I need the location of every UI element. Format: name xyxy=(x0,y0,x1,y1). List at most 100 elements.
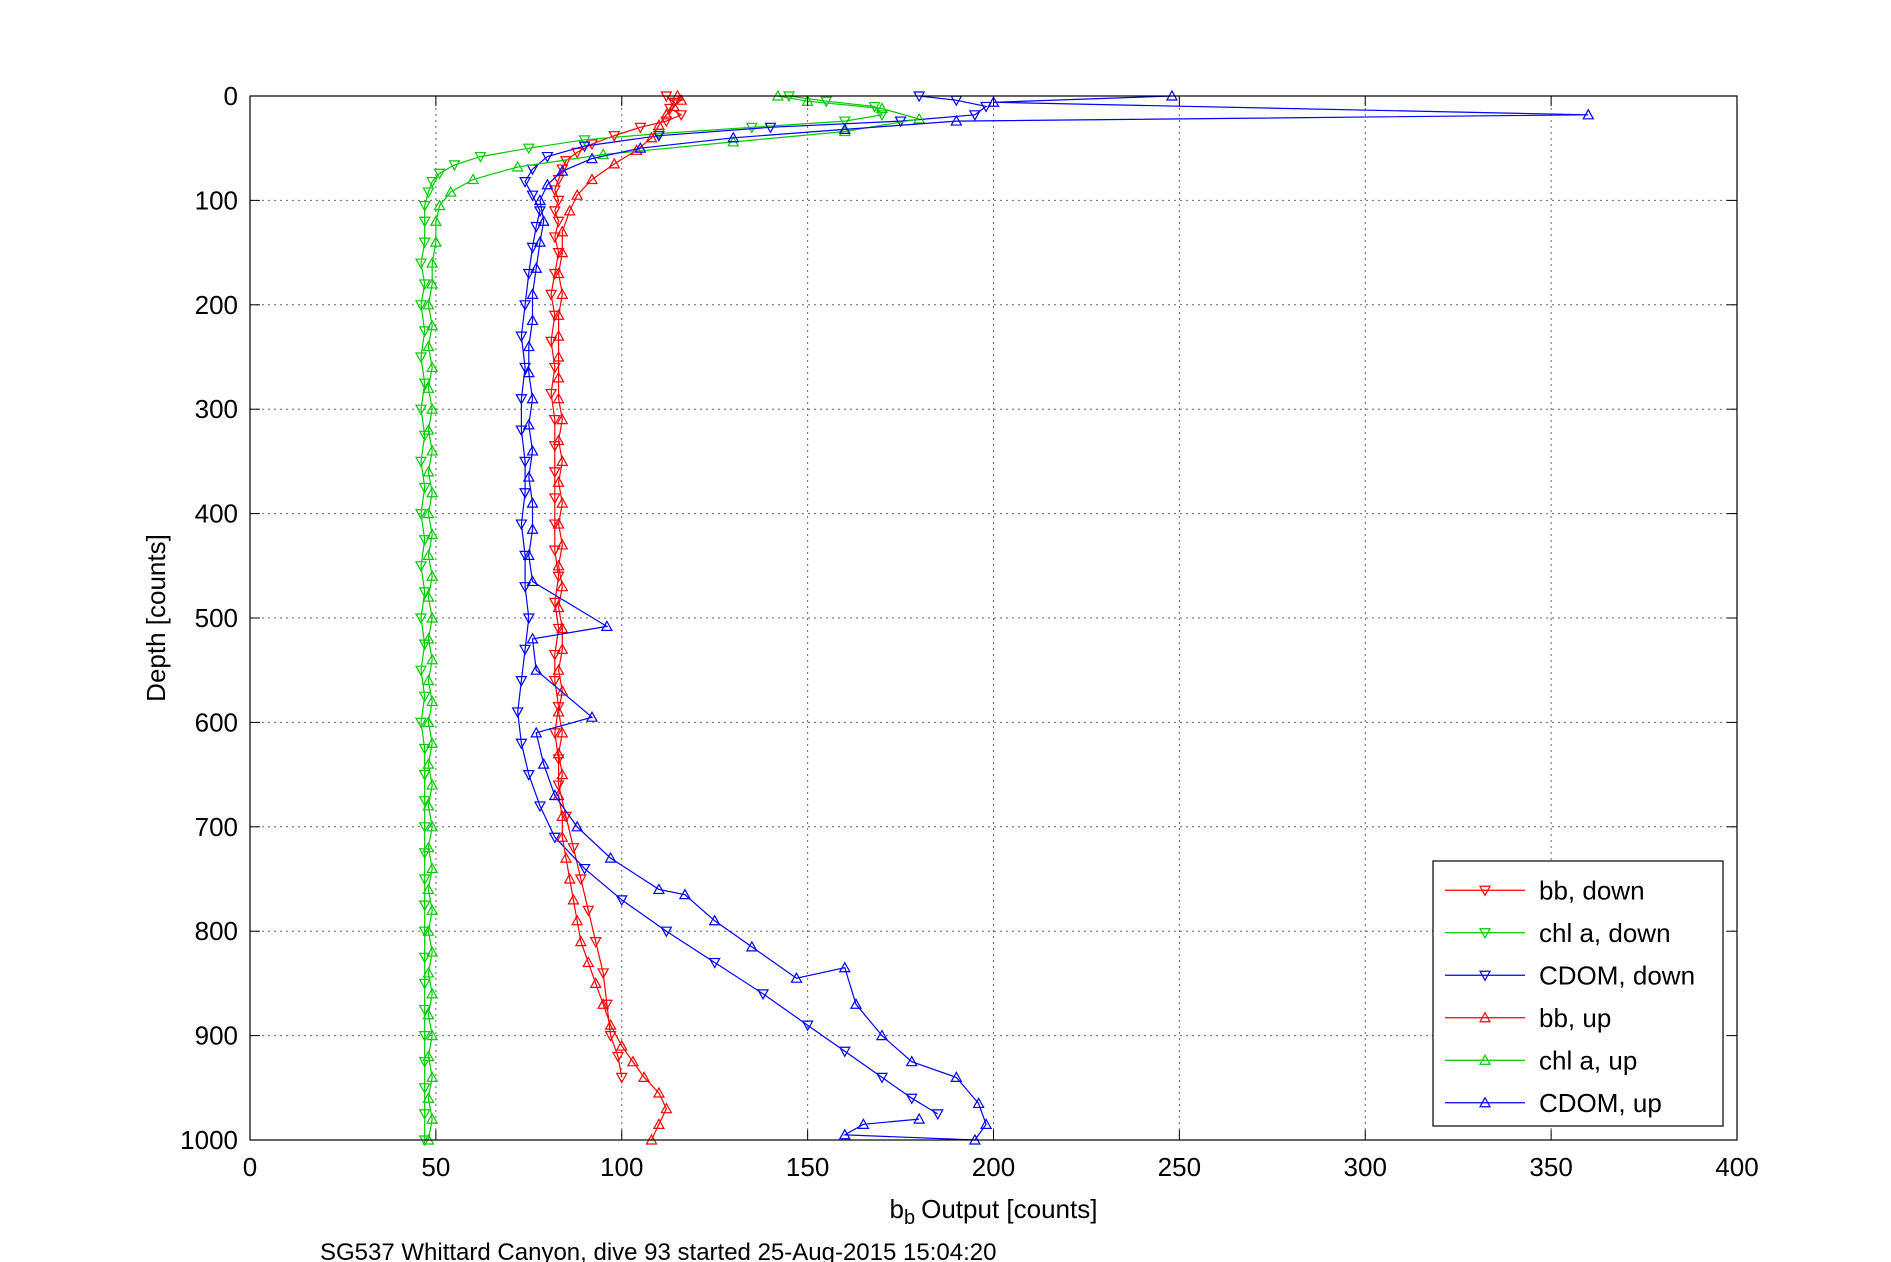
data-point xyxy=(660,926,673,938)
legend-item: bb, down xyxy=(1445,875,1645,905)
data-point xyxy=(905,1055,918,1067)
data-point xyxy=(522,549,535,560)
x-tick-label: 0 xyxy=(243,1152,257,1182)
data-point xyxy=(548,415,561,426)
data-point xyxy=(556,810,569,821)
data-point xyxy=(426,402,439,414)
data-point xyxy=(522,769,535,781)
data-point xyxy=(652,883,665,895)
data-point xyxy=(414,404,428,416)
data-point xyxy=(530,663,543,675)
legend-label: chl a, down xyxy=(1539,918,1671,948)
data-point xyxy=(426,570,439,581)
data-point xyxy=(552,350,565,362)
data-point xyxy=(968,110,981,122)
data-point xyxy=(422,187,435,199)
data-point xyxy=(664,103,677,115)
data-point xyxy=(519,177,532,188)
data-point xyxy=(541,178,554,190)
data-point xyxy=(838,961,851,973)
series-line xyxy=(557,95,683,1141)
data-point xyxy=(764,122,777,134)
y-axis-label: Depth [counts] xyxy=(141,534,171,702)
data-point xyxy=(545,388,558,400)
y-tick-label: 800 xyxy=(195,916,238,946)
data-point xyxy=(526,314,539,326)
data-point xyxy=(545,336,558,348)
data-point xyxy=(556,768,569,780)
data-point xyxy=(426,1112,439,1124)
data-point xyxy=(548,519,561,531)
data-point xyxy=(426,862,439,874)
data-point xyxy=(414,717,428,729)
data-point xyxy=(426,987,439,999)
data-point xyxy=(530,262,543,273)
legend-item: bb, up xyxy=(1445,1003,1611,1033)
data-point xyxy=(638,1071,651,1082)
series-5 xyxy=(522,89,1595,1145)
y-tick-label: 900 xyxy=(195,1021,238,1051)
data-point xyxy=(545,289,558,301)
data-point xyxy=(418,691,431,703)
data-point xyxy=(552,216,565,228)
legend-label: bb, up xyxy=(1539,1003,1611,1033)
data-point xyxy=(418,743,431,755)
data-point xyxy=(645,131,658,143)
data-point xyxy=(552,329,565,341)
data-point xyxy=(519,582,532,593)
data-point xyxy=(552,371,565,383)
data-point xyxy=(522,470,535,482)
data-point xyxy=(418,216,431,228)
data-point xyxy=(522,418,535,430)
x-tick-label: 250 xyxy=(1158,1152,1201,1182)
data-point xyxy=(526,523,539,534)
data-point xyxy=(790,971,803,983)
data-point xyxy=(980,101,993,113)
data-point xyxy=(414,352,428,364)
data-point xyxy=(541,151,554,163)
data-point xyxy=(585,152,599,164)
data-point xyxy=(519,456,532,468)
data-point xyxy=(838,125,851,137)
data-point xyxy=(530,726,543,738)
data-point xyxy=(519,362,532,374)
data-point xyxy=(820,96,833,108)
data-point xyxy=(422,883,435,895)
data-point xyxy=(608,131,621,142)
data-point xyxy=(857,1118,870,1129)
data-point xyxy=(652,131,665,142)
data-point xyxy=(426,904,439,915)
y-tick-label: 0 xyxy=(224,81,238,111)
data-point xyxy=(422,924,435,936)
data-point xyxy=(582,956,595,968)
data-point xyxy=(556,643,569,654)
data-point xyxy=(414,613,428,625)
data-point xyxy=(548,467,561,479)
x-tick-label: 400 xyxy=(1715,1152,1758,1182)
data-point xyxy=(418,978,431,990)
data-point xyxy=(548,185,561,197)
data-point xyxy=(426,653,439,665)
data-point xyxy=(418,1030,431,1042)
y-tick-label: 700 xyxy=(195,812,238,842)
data-point xyxy=(552,559,565,571)
series-line xyxy=(517,95,988,1115)
y-tick-label: 500 xyxy=(195,603,238,633)
data-point xyxy=(600,620,613,631)
data-point xyxy=(519,488,532,499)
data-point xyxy=(548,728,561,740)
data-point xyxy=(526,242,539,254)
legend-swatch-marker xyxy=(1478,928,1492,939)
data-point xyxy=(414,561,428,573)
legend-item: CDOM, up xyxy=(1445,1088,1662,1118)
x-tick-label: 350 xyxy=(1529,1152,1572,1182)
data-point xyxy=(913,112,926,124)
series-line xyxy=(550,95,683,1078)
data-point xyxy=(552,309,565,320)
data-point xyxy=(727,131,740,143)
data-point xyxy=(418,482,431,494)
data-point xyxy=(418,1083,431,1095)
data-point xyxy=(556,288,569,299)
data-point xyxy=(552,476,565,487)
y-tick-label: 300 xyxy=(195,394,238,424)
